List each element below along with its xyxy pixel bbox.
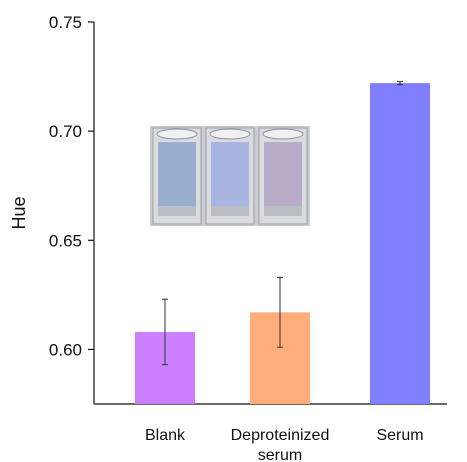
x-tick-label: Deproteinized: [231, 427, 330, 444]
cuvette-base: [264, 206, 302, 216]
cuvette-rim: [209, 128, 251, 140]
cuvette-rim: [262, 128, 304, 140]
x-tick-label: Serum: [376, 427, 423, 444]
cuvette-solution: [158, 142, 196, 206]
y-tick-label: 0.70: [49, 122, 82, 141]
x-tick-label: serum: [258, 447, 302, 462]
cuvette-solution: [264, 142, 302, 206]
y-tick-label: 0.65: [49, 231, 82, 250]
cuvette-solution: [211, 142, 249, 206]
cuvette-rim: [156, 128, 198, 140]
y-tick-label: 0.60: [49, 340, 82, 359]
x-tick-label: Blank: [145, 427, 186, 444]
cuvette-base: [211, 206, 249, 216]
y-tick-label: 0.75: [49, 13, 82, 32]
cuvette-base: [158, 206, 196, 216]
cuvette-inset-photo: [150, 126, 310, 226]
y-axis-title: Hue: [9, 196, 29, 229]
x-tick-labels: Blank Deproteinized serum Serum: [145, 427, 424, 462]
error-bars: [162, 81, 403, 366]
y-ticks: 0.60 0.65 0.70 0.75: [49, 13, 94, 359]
bar: [370, 83, 430, 405]
